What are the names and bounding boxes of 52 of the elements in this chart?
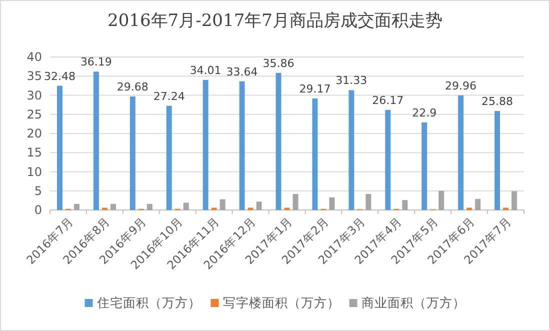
bar bbox=[239, 81, 245, 210]
y-tick-label: 15 bbox=[26, 146, 42, 160]
data-label: 34.01 bbox=[190, 64, 222, 77]
data-label: 27.24 bbox=[153, 90, 185, 103]
bar bbox=[475, 198, 481, 210]
data-label: 33.64 bbox=[226, 65, 258, 78]
bar bbox=[202, 80, 208, 210]
data-label: 36.19 bbox=[80, 56, 112, 69]
bar bbox=[422, 122, 428, 210]
y-tick-label: 35 bbox=[26, 69, 42, 84]
data-label: 22.9 bbox=[412, 106, 437, 120]
bar bbox=[183, 202, 189, 210]
bar bbox=[110, 204, 116, 210]
bar bbox=[512, 191, 518, 210]
legend-label: 住宅面积（万方） bbox=[96, 295, 201, 310]
bar bbox=[56, 86, 62, 210]
bar bbox=[220, 199, 226, 210]
data-label: 26.17 bbox=[372, 94, 404, 107]
bar bbox=[494, 111, 500, 210]
bar bbox=[256, 202, 262, 210]
data-label: 35.86 bbox=[262, 56, 294, 70]
bar bbox=[292, 194, 298, 210]
bar bbox=[402, 200, 408, 210]
bar bbox=[130, 96, 136, 210]
bar bbox=[438, 190, 444, 210]
bar bbox=[329, 197, 335, 210]
data-label: 29.17 bbox=[299, 82, 331, 96]
bar bbox=[348, 90, 354, 210]
chart-title: 2016年7月-2017年7月商品房成交面积走势 bbox=[108, 11, 442, 31]
legend-label: 写字楼面积（万方） bbox=[222, 295, 340, 310]
data-label: 29.68 bbox=[116, 80, 148, 94]
y-tick-label: 5 bbox=[34, 184, 42, 198]
y-tick-label: 10 bbox=[26, 164, 42, 179]
bar bbox=[166, 106, 172, 210]
bar bbox=[385, 110, 391, 210]
bar bbox=[74, 204, 80, 210]
y-tick-label: 25 bbox=[26, 107, 42, 122]
bar bbox=[312, 98, 318, 210]
bar bbox=[458, 95, 464, 210]
y-tick-label: 0 bbox=[34, 203, 42, 217]
bar bbox=[93, 72, 99, 210]
data-label: 25.88 bbox=[482, 95, 514, 108]
bar bbox=[366, 194, 372, 210]
bar bbox=[276, 72, 282, 210]
legend-label: 商业面积（万方） bbox=[361, 295, 466, 310]
data-label: 32.48 bbox=[44, 70, 76, 83]
y-tick-label: 30 bbox=[26, 88, 42, 102]
data-label: 31.33 bbox=[336, 74, 368, 88]
y-tick-label: 40 bbox=[26, 50, 42, 64]
data-label: 29.96 bbox=[445, 79, 477, 92]
y-tick-label: 20 bbox=[26, 126, 42, 140]
bar bbox=[146, 204, 152, 210]
